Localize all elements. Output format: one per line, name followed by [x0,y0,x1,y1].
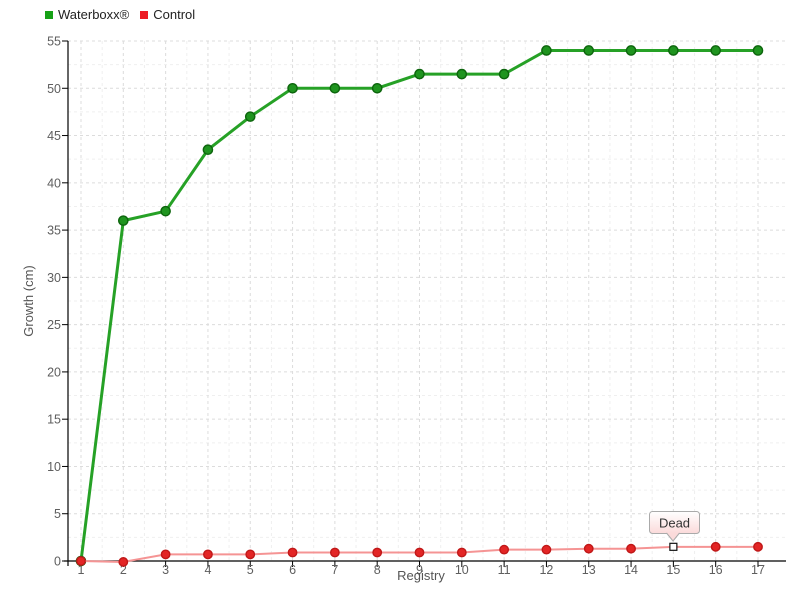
x-tick-label-17: 17 [751,563,765,577]
point-control-6[interactable] [287,547,298,558]
point-waterboxx-16[interactable] [710,45,721,56]
x-axis-title: Registry [397,568,445,583]
dead-tooltip-text: Dead [659,516,690,531]
point-waterboxx-2[interactable] [118,215,129,226]
point-control-12[interactable] [541,544,552,555]
point-waterboxx-11[interactable] [498,68,510,80]
y-tick-label-55: 55 [47,35,61,49]
x-tick-label-15: 15 [666,563,680,577]
y-tick-label-5: 5 [54,507,61,521]
legend-label-waterboxx: Waterboxx® [58,7,130,22]
series-waterboxx [75,45,764,567]
legend-item-waterboxx: Waterboxx® [45,7,129,22]
y-tick-label-0: 0 [54,555,61,569]
y-axis-title: Growth (cm) [21,265,36,337]
point-control-17[interactable] [753,541,763,552]
point-waterboxx-5[interactable] [244,111,256,122]
point-control-5[interactable] [245,549,256,560]
legend-swatch-control-icon [140,10,149,19]
dead-tooltip: Dead [649,511,700,542]
point-control-13[interactable] [583,543,594,554]
x-tick-label-4: 4 [204,563,211,577]
point-control-16[interactable] [710,541,721,552]
x-tick-label-9: 9 [416,563,423,577]
gridlines-minor [68,41,786,561]
x-tick-label-10: 10 [455,563,469,577]
point-control-11[interactable] [499,544,510,555]
x-tick-label-7: 7 [331,563,338,577]
point-control-4[interactable] [203,549,213,560]
point-control-10[interactable] [456,547,467,558]
series-control [76,541,763,567]
point-waterboxx-7[interactable] [329,82,341,94]
dead-point-marker[interactable] [669,542,678,551]
y-tick-label-10: 10 [47,460,61,474]
x-tick-label-5: 5 [247,563,254,577]
y-tick-label-25: 25 [47,318,61,332]
y-tick-label-35: 35 [47,224,61,238]
point-waterboxx-6[interactable] [287,82,298,94]
point-waterboxx-14[interactable] [625,45,637,56]
point-control-1[interactable] [76,556,86,566]
point-waterboxx-10[interactable] [456,68,468,80]
point-waterboxx-3[interactable] [160,205,171,217]
x-tick-label-13: 13 [582,563,596,577]
y-tick-label-20: 20 [47,365,61,379]
point-waterboxx-13[interactable] [583,45,595,56]
x-tick-label-16: 16 [709,563,723,577]
legend-swatch-waterboxx-icon [45,10,53,19]
chart-legend: Waterboxx® Control [45,7,195,22]
point-waterboxx-8[interactable] [371,82,383,94]
point-waterboxx-9[interactable] [414,68,425,80]
point-control-3[interactable] [160,549,171,560]
point-control-2[interactable] [118,557,129,567]
x-tick-label-2: 2 [120,563,127,577]
gridlines-major [68,40,786,561]
x-tick-label-8: 8 [374,563,381,577]
axes [64,41,786,566]
y-tick-label-30: 30 [47,271,61,285]
dead-tooltip-pointer [666,532,680,541]
point-waterboxx-4[interactable] [202,144,214,156]
point-waterboxx-12[interactable] [541,45,552,56]
y-tick-label-50: 50 [47,82,61,96]
point-control-8[interactable] [372,547,383,558]
dead-tooltip-pointer-outline [666,532,680,542]
point-control-9[interactable] [414,547,425,558]
tick-marks [62,40,759,567]
y-tick-label-40: 40 [47,176,61,190]
point-waterboxx-15[interactable] [668,45,679,56]
x-tick-label-3: 3 [162,563,169,577]
x-tick-label-11: 11 [498,563,511,577]
y-tick-label-15: 15 [47,413,61,427]
x-tick-label-6: 6 [289,563,296,577]
point-control-7[interactable] [329,547,340,558]
x-tick-label-1: 1 [78,563,85,577]
legend-item-control: Control [140,7,195,22]
point-waterboxx-17[interactable] [752,45,764,56]
point-control-14[interactable] [626,543,636,554]
legend-label-control: Control [153,7,196,22]
x-tick-label-12: 12 [539,563,553,577]
x-tick-label-14: 14 [624,563,638,577]
y-tick-label-45: 45 [47,129,61,143]
